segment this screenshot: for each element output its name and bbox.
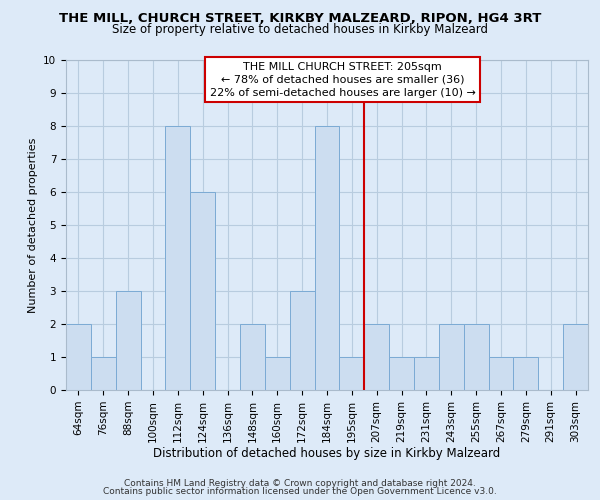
Bar [488,357,514,390]
Text: THE MILL, CHURCH STREET, KIRKBY MALZEARD, RIPON, HG4 3RT: THE MILL, CHURCH STREET, KIRKBY MALZEARD… [59,12,541,26]
Bar [464,324,488,390]
Bar [240,324,265,390]
Bar [414,357,439,390]
Bar [116,291,140,390]
Bar [166,126,190,390]
X-axis label: Distribution of detached houses by size in Kirkby Malzeard: Distribution of detached houses by size … [154,448,500,460]
Text: Contains public sector information licensed under the Open Government Licence v3: Contains public sector information licen… [103,487,497,496]
Bar [340,357,364,390]
Text: THE MILL CHURCH STREET: 205sqm
← 78% of detached houses are smaller (36)
22% of : THE MILL CHURCH STREET: 205sqm ← 78% of … [210,62,476,98]
Bar [290,291,314,390]
Bar [314,126,340,390]
Bar [514,357,538,390]
Text: Size of property relative to detached houses in Kirkby Malzeard: Size of property relative to detached ho… [112,22,488,36]
Bar [563,324,588,390]
Bar [91,357,116,390]
Bar [439,324,464,390]
Bar [190,192,215,390]
Bar [66,324,91,390]
Bar [265,357,290,390]
Bar [389,357,414,390]
Text: Contains HM Land Registry data © Crown copyright and database right 2024.: Contains HM Land Registry data © Crown c… [124,478,476,488]
Y-axis label: Number of detached properties: Number of detached properties [28,138,38,312]
Bar [364,324,389,390]
